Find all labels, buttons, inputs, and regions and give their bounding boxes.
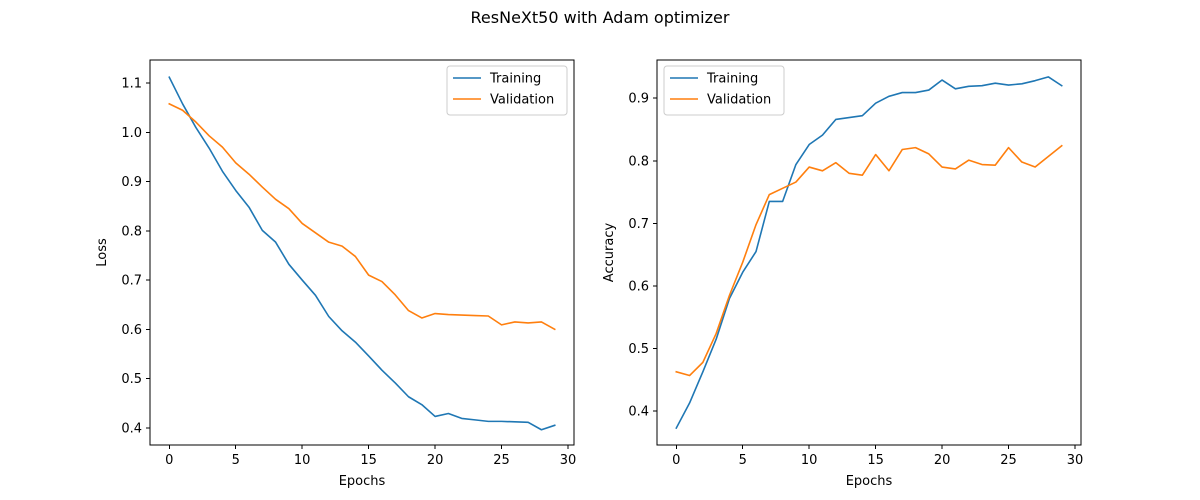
legend: Training Validation — [663, 65, 785, 116]
y-tick-label: 0.6 — [121, 323, 142, 338]
x-tick-label: 30 — [1067, 453, 1084, 468]
x-tick-label: 25 — [1000, 453, 1017, 468]
y-tick-label: 0.4 — [628, 405, 649, 420]
legend-label-training: Training — [706, 72, 758, 87]
x-tick-label: 15 — [867, 453, 884, 468]
legend: Training Validation — [446, 65, 568, 116]
legend-label-training: Training — [489, 72, 541, 87]
y-tick-label: 1.1 — [121, 77, 142, 92]
y-tick-label: 0.6 — [628, 279, 649, 294]
y-tick-label: 0.5 — [628, 342, 649, 357]
loss-chart-panel: 0 5 10 15 20 25 30 0.4 0.5 0.6 0.7 0.8 0.9 1.0 1.1 Epoc… — [95, 59, 577, 489]
legend-label-validation: Validation — [707, 93, 771, 108]
x-tick-label: 5 — [232, 453, 240, 468]
y-tick-label: 0.5 — [121, 372, 142, 387]
y-tick-label: 0.9 — [628, 92, 649, 107]
y-tick-label: 0.9 — [121, 175, 142, 190]
plot-frame — [149, 59, 575, 446]
x-tick-label: 0 — [165, 453, 173, 468]
y-tick-label: 0.7 — [628, 217, 649, 232]
series-line-training — [675, 76, 1063, 430]
series-line-validation — [675, 144, 1063, 377]
x-tick-label: 5 — [739, 453, 747, 468]
y-tick-label: 0.8 — [121, 224, 142, 239]
x-tick-label: 10 — [294, 453, 311, 468]
y-tick-label: 0.8 — [628, 154, 649, 169]
accuracy-chart-panel: 0 5 10 15 20 25 30 0.4 0.5 0.6 0.7 0.8 0.9 Epochs Accu… — [602, 59, 1084, 489]
series-line-validation — [168, 102, 556, 331]
y-axis-label: Accuracy — [602, 223, 617, 283]
x-axis-label: Epochs — [846, 474, 893, 489]
y-tick-label: 0.7 — [121, 274, 142, 289]
x-tick-label: 25 — [493, 453, 510, 468]
legend-label-validation: Validation — [490, 93, 554, 108]
series-line-training — [168, 76, 556, 431]
y-tick-label: 0.4 — [121, 421, 142, 436]
y-tick-label: 1.0 — [121, 126, 142, 141]
x-tick-label: 15 — [360, 453, 377, 468]
x-axis-label: Epochs — [339, 474, 386, 489]
figure-title: ResNeXt50 with Adam optimizer — [471, 8, 730, 27]
x-tick-label: 20 — [427, 453, 444, 468]
x-tick-label: 0 — [672, 453, 680, 468]
x-tick-label: 10 — [801, 453, 818, 468]
x-tick-label: 30 — [560, 453, 577, 468]
x-tick-label: 20 — [934, 453, 951, 468]
plot-frame — [656, 59, 1082, 446]
y-axis-label: Loss — [95, 238, 110, 267]
